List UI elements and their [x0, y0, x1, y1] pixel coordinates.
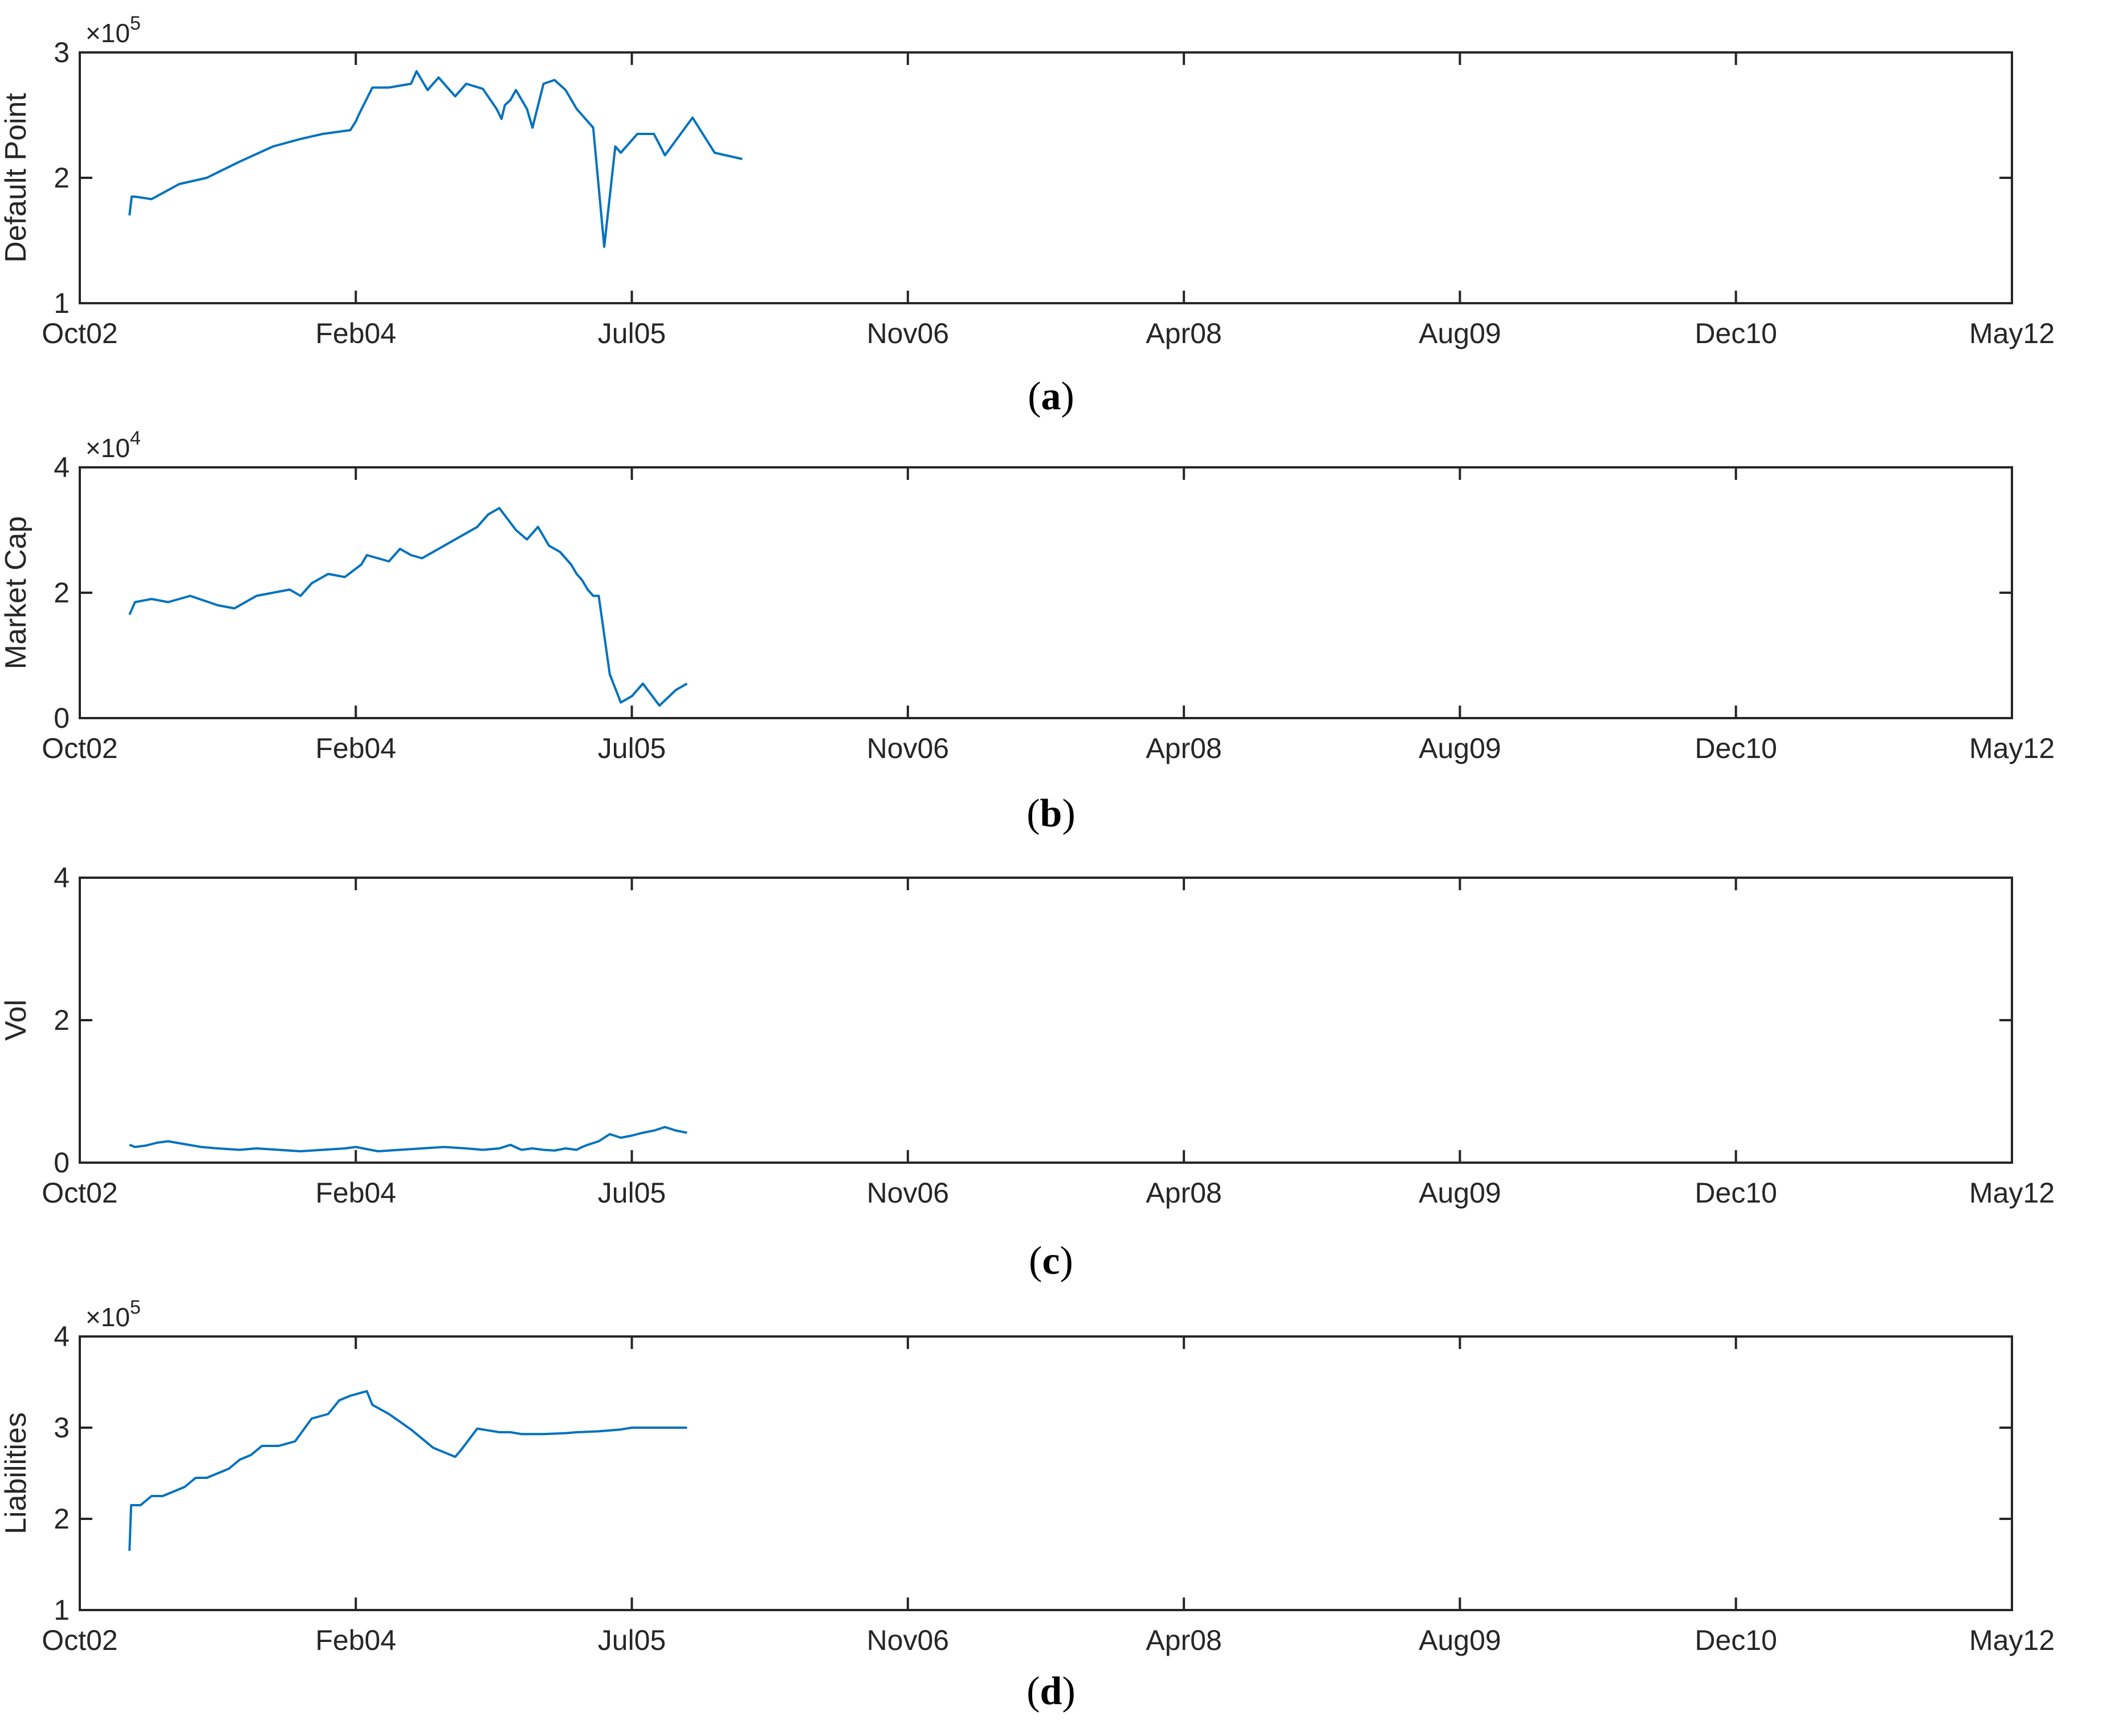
- panel-d-series-line: [128, 1390, 687, 1551]
- panel-a-series-line: [128, 70, 743, 248]
- panel-b-xtick-label: Dec10: [1694, 732, 1777, 764]
- panel-b-xtick-label: Jul05: [598, 732, 666, 764]
- panel-c-xtick-label: Feb04: [315, 1177, 396, 1209]
- panel-b-ytick-label: 0: [54, 702, 70, 734]
- panel-c-xtick-label: Oct02: [42, 1177, 117, 1209]
- panel-a-xtick-label: Aug09: [1419, 317, 1501, 349]
- panel-b-xtick-label: Nov06: [867, 732, 950, 764]
- panel-a-xtick-label: Nov06: [867, 317, 950, 349]
- panel-d-xtick-label: Nov06: [867, 1624, 950, 1656]
- panel-d-ytick-label: 2: [54, 1503, 70, 1535]
- panel-d-xtick-label: Oct02: [42, 1624, 117, 1656]
- panel-d-caption: (d): [1026, 1669, 1076, 1713]
- caption-open-paren: (: [1026, 792, 1040, 836]
- panel-c-ytick-label: 0: [54, 1147, 70, 1179]
- panel-d-xtick-label: Apr08: [1146, 1624, 1221, 1656]
- panel-c-xtick-label: Aug09: [1419, 1177, 1501, 1209]
- panel-c-xtick-label: Dec10: [1694, 1177, 1777, 1209]
- panel-c: 0 2 4 Oct02 Feb04 Jul05 Nov06 Apr08 Aug09 Dec10 Ma…: [0, 862, 2055, 1283]
- panel-c-series-line: [129, 1126, 687, 1152]
- panel-d-ytick-label: 3: [54, 1412, 70, 1444]
- panel-d-xtick-label: May12: [1969, 1624, 2055, 1656]
- caption-close-paren: ): [1060, 1239, 1073, 1283]
- panel-a-axes-frame: [79, 51, 2013, 304]
- panel-d-xtick-label: Jul05: [598, 1624, 666, 1656]
- panel-c-ytick-label: 2: [54, 1004, 70, 1036]
- panel-a-xtick-label: May12: [1969, 317, 2055, 349]
- panel-c-xtick-label: Jul05: [598, 1177, 666, 1209]
- panel-b-xtick-label: May12: [1969, 732, 2055, 764]
- panel-b-xtick-label: Apr08: [1146, 732, 1221, 764]
- panel-d-exponent-label: ×105: [85, 1297, 141, 1332]
- panel-d-ytick-label: 4: [54, 1321, 70, 1352]
- panel-b-xtick-label: Oct02: [42, 732, 117, 764]
- panel-c-xtick-label: Nov06: [867, 1177, 950, 1209]
- panel-d-axes-frame: [79, 1335, 2013, 1611]
- panel-a-xtick-label: Apr08: [1146, 317, 1221, 349]
- caption-open-paren: (: [1029, 1239, 1042, 1283]
- panel-b: 0 2 4 Oct02 Feb04 Jul05 Nov06 Apr08 Aug09 Dec10 Ma…: [0, 427, 2055, 836]
- panel-a-ytick-label: 2: [54, 162, 70, 194]
- panel-a-caption: (a): [1028, 374, 1074, 418]
- panel-d-ylabel: Liabilities: [0, 1412, 32, 1534]
- panel-c-caption: (c): [1029, 1239, 1073, 1283]
- caption-close-paren: ): [1062, 792, 1075, 836]
- panel-d-ytick-label: 1: [54, 1594, 70, 1626]
- panel-b-caption: (b): [1026, 792, 1076, 836]
- panel-c-axes-frame: [79, 877, 2013, 1164]
- panel-b-ytick-label: 4: [54, 451, 70, 483]
- panel-c-xtick-label: Apr08: [1146, 1177, 1221, 1209]
- panel-c-ylabel: Vol: [0, 1000, 32, 1041]
- caption-letter: d: [1040, 1669, 1062, 1713]
- panel-b-ylabel: Market Cap: [0, 516, 32, 670]
- panel-b-exponent-base: ×10: [85, 433, 130, 463]
- caption-open-paren: (: [1026, 1669, 1040, 1713]
- panel-a-xtick-label: Oct02: [42, 317, 117, 349]
- panel-b-exponent-power: 4: [130, 427, 141, 449]
- caption-letter: a: [1041, 374, 1061, 418]
- panel-a-exponent-base: ×10: [85, 18, 130, 48]
- panel-b-axes-frame: [79, 466, 2013, 719]
- panel-d-xtick-label: Aug09: [1419, 1624, 1501, 1656]
- panel-a: 1 2 3 Oct02 Feb04 Jul05 Nov06 Apr08 Aug09 Dec10 Ma…: [0, 13, 2055, 418]
- panel-b-ytick-label: 2: [54, 577, 70, 609]
- caption-letter: c: [1042, 1239, 1060, 1283]
- panel-d-xtick-label: Dec10: [1694, 1624, 1777, 1656]
- caption-open-paren: (: [1028, 374, 1041, 418]
- panel-b-xtick-label: Aug09: [1419, 732, 1501, 764]
- panel-d-xtick-label: Feb04: [315, 1624, 396, 1656]
- panel-b-series-line: [128, 507, 688, 707]
- panel-a-xtick-label: Dec10: [1694, 317, 1777, 349]
- panel-d: 1 2 3 4 Oct02 Feb04 Jul05 Nov06 Apr08 Aug09 Dec10 M…: [0, 1297, 2055, 1713]
- panel-b-xtick-label: Feb04: [315, 732, 396, 764]
- panel-a-exponent-label: ×105: [85, 13, 141, 48]
- panel-d-exponent-base: ×10: [85, 1302, 130, 1332]
- panel-b-exponent-label: ×104: [85, 427, 141, 463]
- panel-d-exponent-power: 5: [130, 1297, 141, 1318]
- caption-letter: b: [1040, 792, 1062, 836]
- panel-c-xtick-label: May12: [1969, 1177, 2055, 1209]
- panel-a-xtick-label: Jul05: [598, 317, 666, 349]
- panel-a-ytick-label: 3: [54, 36, 70, 68]
- panel-a-exponent-power: 5: [130, 13, 141, 34]
- panel-a-ytick-label: 1: [54, 287, 70, 319]
- panel-a-xtick-label: Feb04: [315, 317, 396, 349]
- caption-close-paren: ): [1062, 1669, 1075, 1713]
- caption-close-paren: ): [1061, 374, 1074, 418]
- panels-container: 1 2 3 Oct02 Feb04 Jul05 Nov06 Apr08 Aug09 Dec10 Ma…: [0, 13, 2055, 1713]
- panel-a-ylabel: Default Point: [0, 93, 32, 263]
- panel-c-ytick-label: 4: [54, 862, 70, 894]
